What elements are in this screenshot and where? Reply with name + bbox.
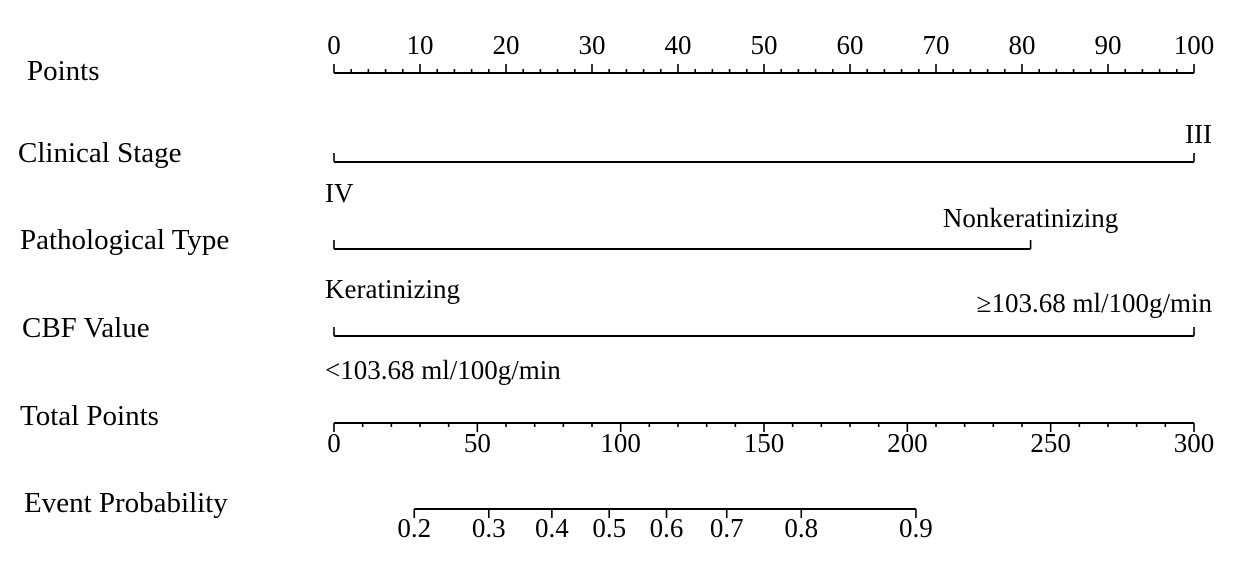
points-tick-label: 0 (327, 30, 341, 60)
total-points-tick-label: 300 (1174, 428, 1215, 458)
pathological-type-scale: Keratinizing Nonkeratinizing (325, 203, 1118, 304)
points-tick-label: 10 (407, 30, 434, 60)
row-label-total-points: Total Points (20, 400, 159, 432)
cbf-value-level-label: <103.68 ml/100g/min (325, 355, 561, 385)
event-probability-tick-label: 0.6 (650, 513, 684, 543)
event-probability-tick-label: 0.5 (592, 513, 626, 543)
points-tick-label: 40 (665, 30, 692, 60)
points-tick-label: 80 (1009, 30, 1036, 60)
clinical-stage-level-label: IV (325, 178, 354, 208)
row-label-clinical-stage: Clinical Stage (18, 137, 182, 169)
total-points-tick-label: 250 (1030, 428, 1071, 458)
clinical-stage-level-label: III (1185, 119, 1212, 149)
event-probability-tick-label: 0.7 (710, 513, 744, 543)
event-probability-tick-label: 0.3 (472, 513, 506, 543)
points-tick-label: 20 (493, 30, 520, 60)
event-probability-tick-label: 0.8 (784, 513, 818, 543)
event-probability-tick-label: 0.2 (397, 513, 431, 543)
total-points-tick-label: 100 (600, 428, 641, 458)
row-label-cbf-value: CBF Value (22, 312, 150, 344)
points-tick-label: 90 (1095, 30, 1122, 60)
pathological-type-level-label: Keratinizing (325, 274, 460, 304)
total-points-tick-label: 150 (744, 428, 785, 458)
cbf-value-scale: <103.68 ml/100g/min ≥103.68 ml/100g/min (325, 288, 1212, 385)
points-tick-label: 100 (1174, 30, 1215, 60)
total-points-tick-label: 50 (464, 428, 491, 458)
row-label-points: Points (27, 55, 100, 87)
total-points-tick-label: 200 (887, 428, 928, 458)
cbf-value-level-label: ≥103.68 ml/100g/min (977, 288, 1213, 318)
row-label-event-probability: Event Probability (24, 487, 228, 519)
total-points-tick-label: 0 (327, 428, 341, 458)
points-tick-label: 30 (579, 30, 606, 60)
points-axis: 0 10 20 30 40 50 60 70 80 90 100 (327, 30, 1215, 74)
points-tick-label: 50 (751, 30, 778, 60)
pathological-type-level-label: Nonkeratinizing (943, 203, 1118, 233)
row-label-pathological-type: Pathological Type (20, 224, 229, 256)
points-tick-label: 60 (837, 30, 864, 60)
total-points-axis: 0 50 100 150 200 250 300 (327, 422, 1215, 458)
event-probability-tick-label: 0.9 (899, 513, 933, 543)
event-probability-tick-label: 0.4 (535, 513, 569, 543)
clinical-stage-scale: IV III (325, 119, 1212, 208)
row-labels: Points Clinical Stage Pathological Type … (18, 55, 229, 519)
points-tick-label: 70 (923, 30, 950, 60)
event-probability-axis: 0.2 0.3 0.4 0.5 0.6 0.7 0.8 0.9 (397, 508, 933, 543)
